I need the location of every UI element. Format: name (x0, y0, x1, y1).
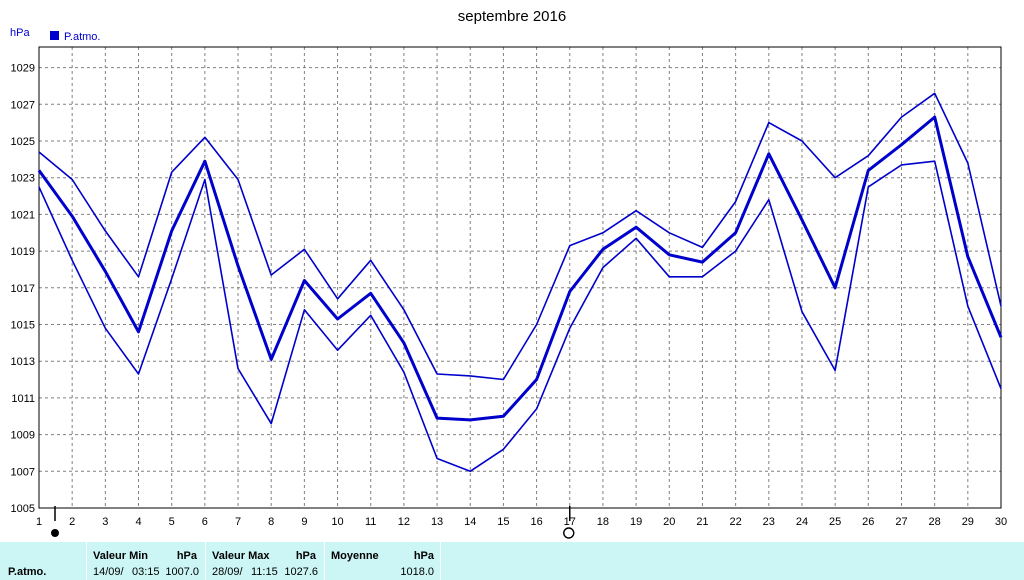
x-tick-label: 21 (696, 516, 708, 528)
max-date: 28/09/ (212, 566, 243, 578)
x-tick-label: 10 (331, 516, 343, 528)
x-tick-label: 12 (398, 516, 410, 528)
moon-markers (51, 506, 575, 539)
x-tick-label: 14 (464, 516, 476, 528)
min-time: 03:15 (132, 566, 160, 578)
x-tick-label: 7 (235, 516, 241, 528)
x-tick-label: 22 (729, 516, 741, 528)
chart-title: septembre 2016 (458, 8, 566, 25)
y-tick-label: 1009 (11, 430, 35, 442)
x-tick-label: 3 (102, 516, 108, 528)
x-tick-label: 13 (431, 516, 443, 528)
x-tick-label: 5 (169, 516, 175, 528)
x-tick-label: 26 (862, 516, 874, 528)
y-tick-label: 1027 (11, 99, 35, 111)
x-tick-label: 11 (365, 516, 376, 528)
mean-cell: Moyenne hPa 1018.0 (325, 542, 440, 580)
max-value: 1027.6 (284, 566, 318, 578)
new-moon-icon (563, 527, 575, 539)
divider (324, 542, 325, 580)
min-header: Valeur Min (93, 550, 149, 562)
max-header: Valeur Max (212, 550, 270, 562)
x-tick-label: 19 (630, 516, 642, 528)
y-tick-label: 1007 (11, 466, 35, 478)
x-tick-label: 29 (962, 516, 974, 528)
x-tick-label: 25 (829, 516, 841, 528)
x-tick-label: 8 (268, 516, 274, 528)
grid (39, 47, 1001, 508)
x-tick-label: 9 (301, 516, 307, 528)
plot-frame (38, 46, 1002, 509)
max-cell: Valeur Max hPa 28/09/ 11:15 1027.6 (206, 542, 324, 580)
y-tick-label: 1023 (11, 173, 35, 185)
x-tick-label: 24 (796, 516, 808, 528)
series-line-min (38, 160, 1002, 473)
x-tick-label: 15 (497, 516, 509, 528)
x-tick-label: 4 (135, 516, 141, 528)
min-value: 1007.0 (165, 566, 199, 578)
pressure-chart: septembre 2016 hPa P.atmo. 1005100710091… (10, 8, 1007, 539)
x-tick-label: 2 (69, 516, 75, 528)
series-line-max (38, 92, 1002, 381)
stats-panel: P.atmo. Valeur Min hPa 14/09/ 03:15 1007… (0, 542, 1024, 580)
x-tick-label: 1 (36, 516, 42, 528)
divider (440, 542, 441, 580)
divider (86, 542, 87, 580)
y-tick-label: 1019 (11, 246, 35, 258)
x-tick-label: 23 (763, 516, 775, 528)
min-cell: Valeur Min hPa 14/09/ 03:15 1007.0 (87, 542, 205, 580)
y-tick-label: 1005 (11, 503, 35, 515)
y-tick-label: 1029 (11, 63, 35, 75)
y-tick-label: 1015 (11, 320, 35, 332)
min-unit: hPa (176, 550, 197, 562)
y-tick-label: 1021 (11, 209, 35, 221)
mean-value: 1018.0 (400, 566, 434, 578)
series-lines (37, 92, 1003, 473)
x-axis: 1 2 3 4 5 6 7 8 9 10 11 12 13 14 15 16 17 18 19 20 21 22 23 24 2… (36, 516, 1007, 528)
x-tick-label: 28 (929, 516, 941, 528)
y-tick-label: 1013 (11, 356, 35, 368)
x-tick-label: 30 (995, 516, 1007, 528)
max-time: 11:15 (251, 566, 278, 578)
y-axis: 1005 1007 1009 1011 1013 1015 1017 1019 1021 1023… (11, 63, 35, 515)
x-tick-label: 17 (564, 516, 576, 528)
mean-header: Moyenne (331, 550, 379, 562)
x-tick-label: 27 (895, 516, 907, 528)
min-date: 14/09/ (93, 566, 124, 578)
stats-row-label-cell: P.atmo. (0, 542, 86, 580)
x-tick-label: 16 (530, 516, 542, 528)
y-axis-unit: hPa (10, 27, 30, 39)
mean-unit: hPa (413, 550, 434, 562)
legend-swatch (50, 31, 59, 40)
stats-row-label: P.atmo. (8, 566, 47, 578)
y-tick-label: 1011 (11, 393, 35, 405)
max-unit: hPa (295, 550, 316, 562)
y-tick-label: 1017 (11, 283, 35, 295)
series-line-mean (37, 115, 1003, 422)
y-tick-label: 1025 (11, 136, 35, 148)
full-moon-icon (51, 529, 59, 537)
legend-label: P.atmo. (64, 31, 101, 43)
x-tick-label: 6 (202, 516, 208, 528)
x-tick-label: 20 (663, 516, 675, 528)
x-tick-label: 18 (597, 516, 609, 528)
divider (205, 542, 206, 580)
